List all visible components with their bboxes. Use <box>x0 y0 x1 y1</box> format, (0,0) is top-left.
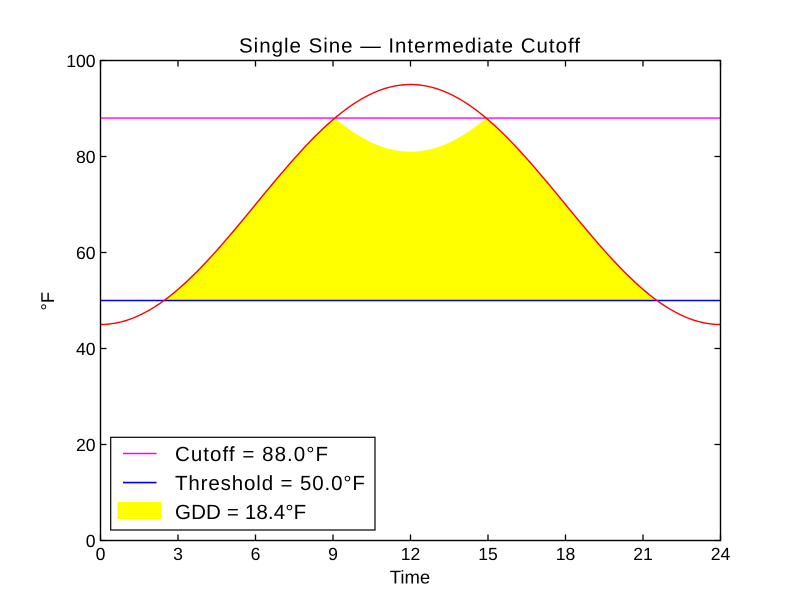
svg-text:Time: Time <box>390 567 430 588</box>
svg-text:18: 18 <box>556 544 576 564</box>
svg-text:0: 0 <box>96 544 106 564</box>
svg-text:40: 40 <box>76 339 96 359</box>
svg-text:24: 24 <box>711 544 731 564</box>
svg-text:9: 9 <box>328 544 338 564</box>
svg-text:60: 60 <box>76 243 96 263</box>
svg-text:Single Sine — Intermediate Cut: Single Sine — Intermediate Cutoff <box>239 34 581 57</box>
svg-text:21: 21 <box>633 544 653 564</box>
svg-text:3: 3 <box>173 544 183 564</box>
svg-text:100: 100 <box>66 51 96 71</box>
svg-text:Cutoff = 88.0°F: Cutoff = 88.0°F <box>175 443 329 466</box>
svg-text:20: 20 <box>76 435 96 455</box>
svg-text:12: 12 <box>401 544 421 564</box>
svg-text:6: 6 <box>251 544 261 564</box>
svg-text:80: 80 <box>76 147 96 167</box>
svg-text:GDD = 18.4°F: GDD = 18.4°F <box>175 501 306 524</box>
svg-text:15: 15 <box>478 544 498 564</box>
svg-text:0: 0 <box>86 531 96 551</box>
svg-text:Threshold = 50.0°F: Threshold = 50.0°F <box>175 472 366 495</box>
svg-text:°F: °F <box>37 292 58 311</box>
